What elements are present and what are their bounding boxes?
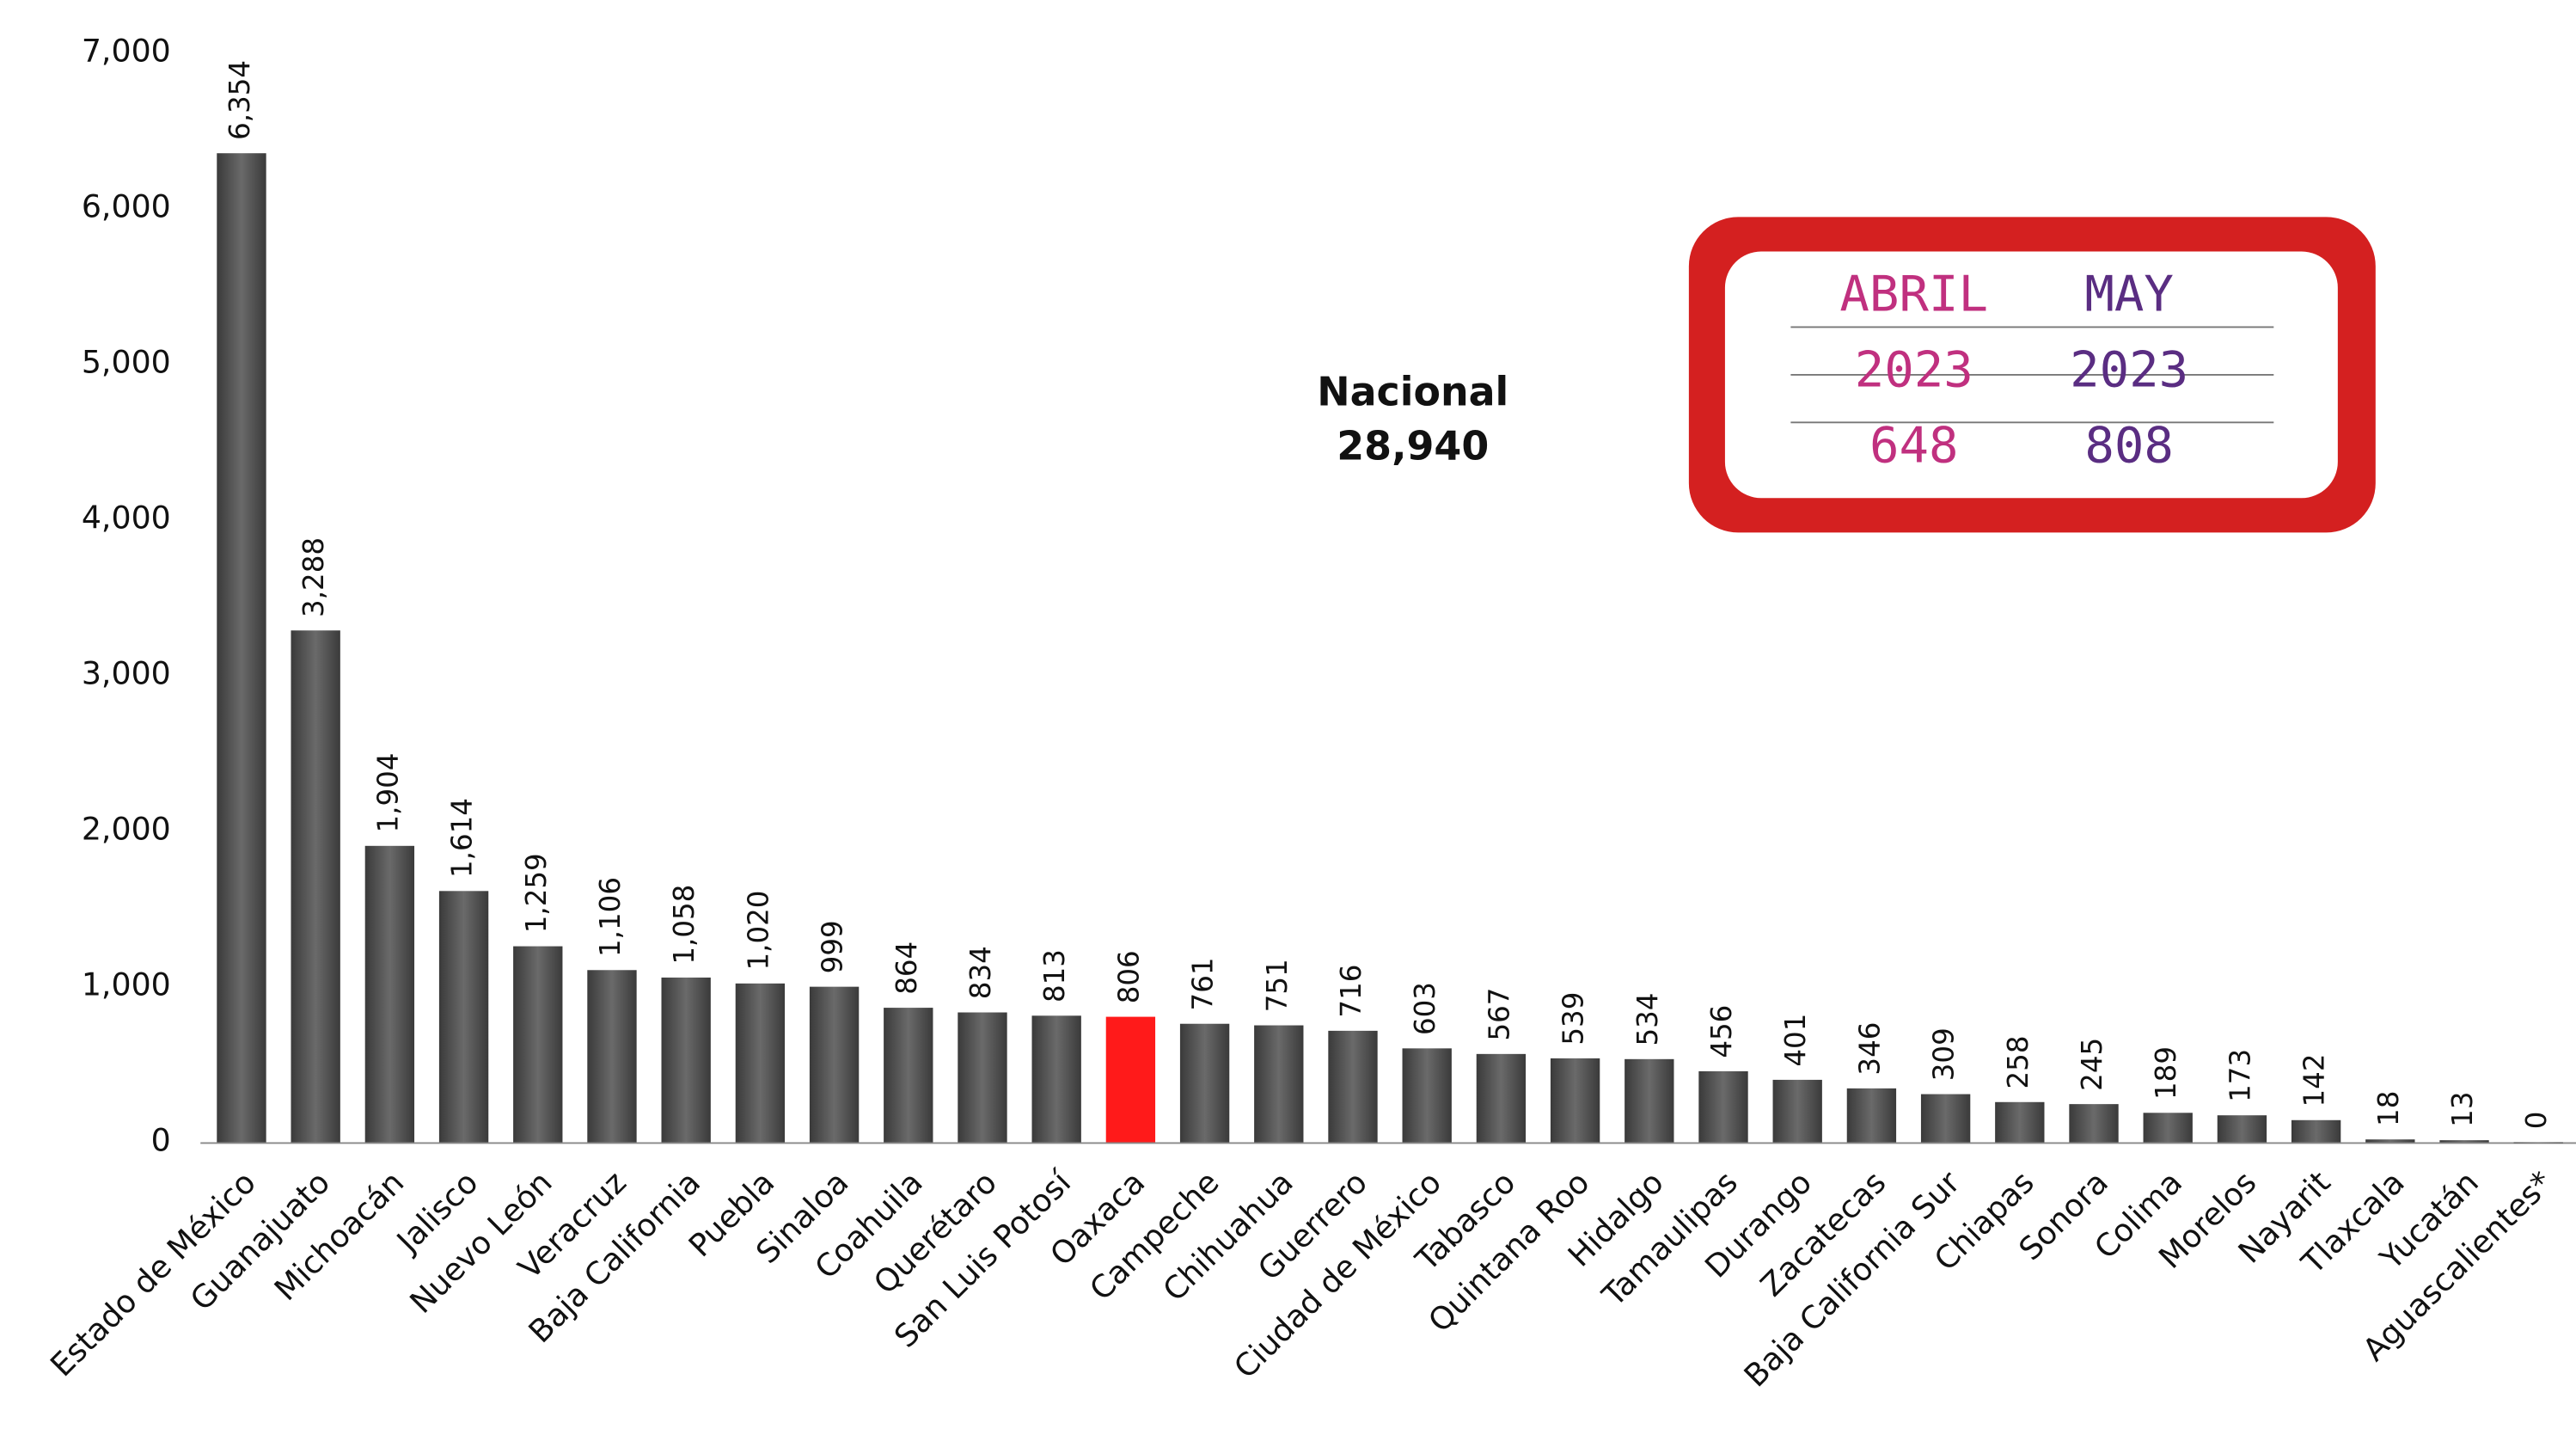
bar [1402, 1048, 1452, 1143]
bar [1772, 1079, 1822, 1143]
y-tick-label: 0 [151, 1121, 171, 1158]
value-label: 751 [1261, 959, 1294, 1012]
value-label: 534 [1631, 993, 1664, 1046]
value-label: 3,288 [297, 537, 330, 617]
y-tick-label: 3,000 [82, 654, 171, 691]
bar [661, 977, 711, 1143]
bar [2069, 1104, 2119, 1143]
bar [1105, 1016, 1156, 1143]
bar [735, 983, 786, 1143]
bar [2143, 1113, 2193, 1143]
bar [1625, 1058, 1674, 1143]
inset-year: 2023 [2070, 341, 2188, 399]
value-label: 346 [1853, 1022, 1886, 1076]
value-label: 539 [1557, 992, 1590, 1046]
bar [1328, 1030, 1378, 1143]
bar [809, 986, 860, 1143]
y-tick-label: 5,000 [82, 343, 171, 380]
bar [958, 1012, 1007, 1143]
value-label: 456 [1705, 1005, 1738, 1058]
y-tick-label: 4,000 [82, 499, 171, 536]
inset: ABRIL 2023 648 MAY 2023 808 [1688, 217, 2376, 533]
bar [884, 1008, 933, 1143]
bar [2217, 1115, 2267, 1143]
bar [1920, 1094, 1971, 1143]
value-label: 245 [2076, 1038, 2108, 1091]
bar [2365, 1139, 2415, 1143]
bar [513, 946, 563, 1143]
value-label: 1,058 [668, 885, 701, 965]
value-label: 603 [1409, 982, 1441, 1035]
value-label: 999 [817, 920, 849, 973]
inset-value: 808 [2084, 417, 2174, 475]
value-label: 761 [1187, 957, 1220, 1010]
bar [1254, 1025, 1304, 1143]
bar [1846, 1088, 1897, 1143]
inset-value: 648 [1869, 417, 1959, 475]
value-label: 189 [2150, 1046, 2182, 1100]
value-label: 1,904 [371, 753, 404, 833]
bar [1995, 1101, 2045, 1143]
y-tick-label: 7,000 [82, 32, 171, 69]
bar [2291, 1119, 2341, 1143]
value-label: 18 [2372, 1091, 2405, 1126]
bar [2513, 1142, 2563, 1144]
value-label: 1,259 [520, 853, 553, 933]
bar [438, 891, 489, 1143]
y-tick-label: 6,000 [82, 187, 171, 224]
value-label: 806 [1112, 950, 1145, 1003]
annotation-value: 28,940 [1337, 422, 1489, 469]
value-label: 1,614 [446, 798, 479, 878]
inset-month: MAY [2084, 266, 2174, 323]
value-label: 173 [2224, 1049, 2256, 1102]
value-label: 813 [1038, 949, 1071, 1003]
value-label: 142 [2298, 1053, 2331, 1107]
bar [1179, 1023, 1230, 1143]
bar [2439, 1140, 2489, 1143]
value-label: 13 [2446, 1092, 2479, 1127]
y-tick-label: 1,000 [82, 966, 171, 1003]
value-label: 258 [2002, 1035, 2034, 1089]
bar [1476, 1053, 1527, 1143]
y-tick-label: 2,000 [82, 810, 171, 847]
bar [587, 970, 637, 1143]
value-label: 1,020 [742, 891, 774, 971]
bar [1698, 1070, 1748, 1143]
value-label: 0 [2520, 1112, 2553, 1130]
value-label: 401 [1779, 1014, 1812, 1067]
annotation-label: Nacional [1317, 368, 1508, 414]
value-label: 567 [1483, 988, 1515, 1041]
bar [1031, 1015, 1081, 1143]
bar [364, 845, 415, 1143]
value-label: 6,354 [223, 60, 256, 140]
inset-year: 2023 [1855, 341, 1973, 399]
value-label: 834 [964, 946, 997, 999]
bar [291, 630, 340, 1143]
value-label: 716 [1335, 965, 1368, 1018]
bar [217, 153, 266, 1143]
value-label: 309 [1928, 1027, 1961, 1081]
bar [1550, 1058, 1600, 1143]
value-label: 864 [890, 941, 923, 995]
inset-month: ABRIL [1839, 266, 1988, 323]
value-label: 1,106 [594, 877, 627, 957]
